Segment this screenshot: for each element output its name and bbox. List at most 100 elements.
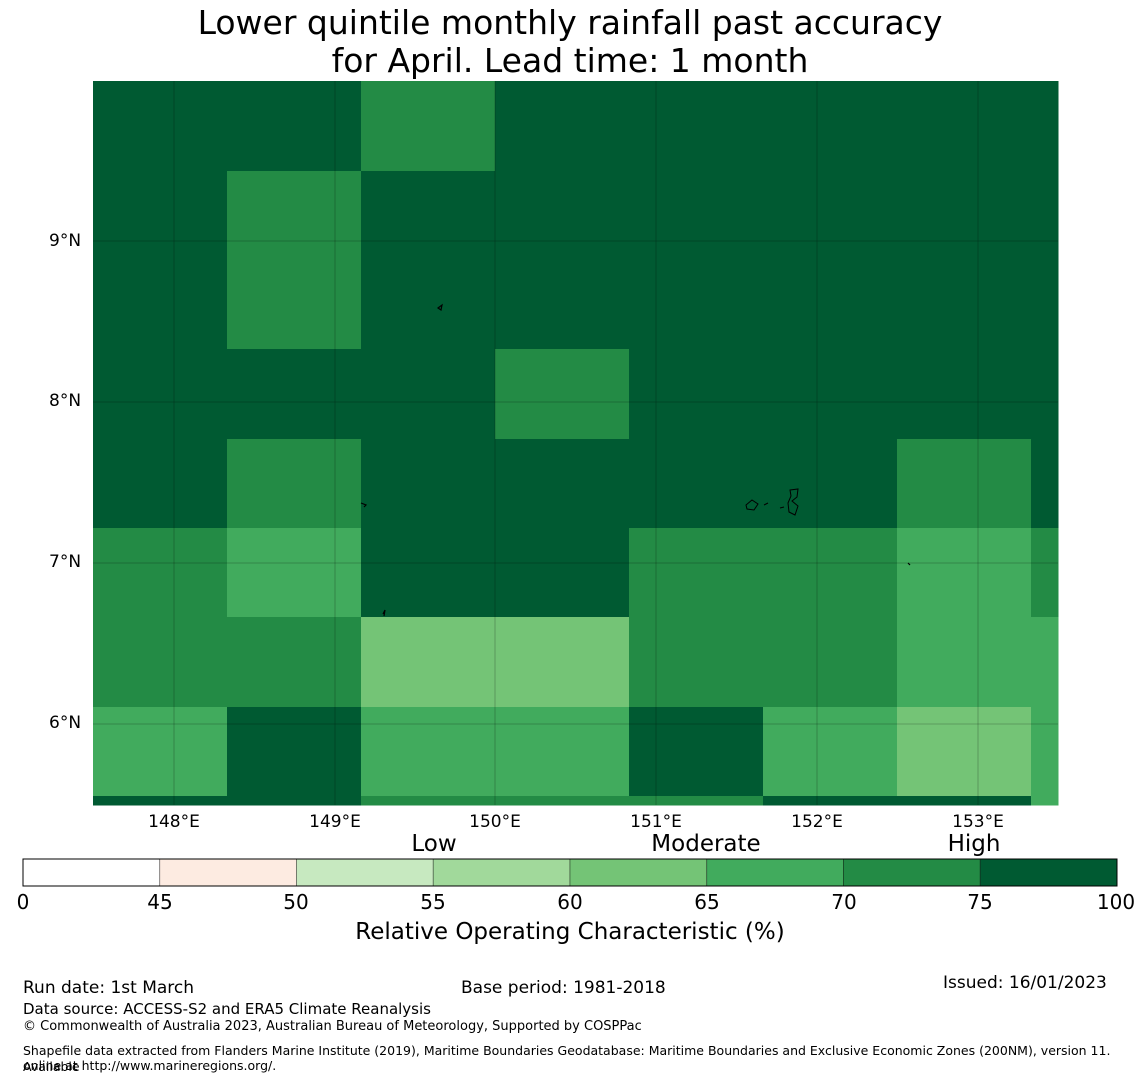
grid-cell [763, 528, 898, 618]
grid-cell [495, 171, 630, 261]
colorbar-segment [843, 858, 981, 887]
grid-cell [227, 260, 362, 350]
grid-cell [361, 439, 496, 529]
lat-label-7n: 7°N [49, 552, 82, 572]
grid-cell [93, 796, 228, 806]
grid-cell [361, 528, 496, 618]
colorbar-frame [22, 858, 1118, 887]
grid-cell [361, 707, 496, 797]
grid-cell [629, 81, 764, 172]
grid-cell [1031, 81, 1059, 172]
grid-cell [93, 617, 228, 708]
grid-cell [629, 349, 764, 440]
grid-cell [495, 707, 630, 797]
colorbar-segment [979, 858, 1118, 887]
grid-cell [629, 439, 764, 529]
colorbar [22, 858, 1118, 887]
grid-cell [897, 707, 1032, 797]
colorbar-label: Relative Operating Characteristic (%) [355, 919, 785, 945]
grid-cell [1031, 349, 1059, 440]
grid-cell [763, 707, 898, 797]
grid-cell [227, 528, 362, 618]
grid-cell [227, 171, 362, 261]
grid-cell [227, 81, 362, 172]
colorbar-tick: 0 [16, 890, 30, 914]
colorbar-tick: 60 [557, 890, 583, 914]
colorbar-tick: 55 [420, 890, 446, 914]
lon-label-152e: 152°E [791, 812, 843, 832]
colorbar-segment [706, 858, 844, 887]
grid-cell [897, 439, 1032, 529]
lon-label-153e: 153°E [952, 812, 1004, 832]
shapefile-credit-line-2: online at http://www.marineregions.org/. [23, 1058, 277, 1073]
shapefile-credit-line-1: Shapefile data extracted from Flanders M… [23, 1043, 1111, 1074]
grid-cell [1031, 260, 1059, 350]
grid-cell [897, 349, 1032, 440]
grid-cell [227, 617, 362, 708]
lon-label-151e: 151°E [630, 812, 682, 832]
grid-cell [1031, 707, 1059, 797]
grid-cell [629, 707, 764, 797]
grid-cell [361, 81, 496, 172]
grid-cell [495, 260, 630, 350]
colorbar-tick: 100 [1096, 890, 1136, 914]
grid-cell [763, 81, 898, 172]
grid-cell [93, 171, 228, 261]
grid-cell [227, 349, 362, 440]
grid-cell [93, 707, 228, 797]
grid-cell [897, 796, 1032, 806]
grid-cell [897, 81, 1032, 172]
grid-cell [93, 260, 228, 350]
colorbar-tick: 45 [147, 890, 173, 914]
grid-cell [227, 796, 362, 806]
colorbar-tick: 50 [283, 890, 309, 914]
colorbar-tick: 65 [694, 890, 720, 914]
data-source: Data source: ACCESS-S2 and ERA5 Climate … [23, 1000, 431, 1018]
grid-cell [495, 349, 630, 440]
grid-cell [897, 260, 1032, 350]
rainfall-grid [93, 81, 1059, 806]
grid-cell [1031, 439, 1059, 529]
grid-cell [763, 617, 898, 708]
legend-category-moderate: Moderate [651, 831, 761, 857]
copyright: © Commonwealth of Australia 2023, Austra… [23, 1019, 642, 1034]
island-outlines [360, 303, 911, 617]
colorbar-segment [159, 858, 297, 887]
lon-label-148e: 148°E [148, 812, 200, 832]
colorbar-segment [22, 858, 161, 887]
lat-label-8n: 8°N [49, 391, 82, 411]
grid-cell [763, 439, 898, 529]
grid-cell [93, 81, 228, 172]
grid-cell [629, 796, 764, 806]
grid-cell [763, 796, 898, 806]
run-date: Run date: 1st March [23, 978, 195, 998]
island-outline [745, 488, 799, 516]
island-outline [360, 502, 368, 508]
grid-cell [495, 81, 630, 172]
grid-cell [763, 260, 898, 350]
grid-cell [629, 260, 764, 350]
grid-cell [495, 796, 630, 806]
legend-category-low: Low [411, 831, 457, 857]
graticule [93, 81, 1058, 805]
island-outline [382, 609, 386, 617]
grid-cell [763, 349, 898, 440]
colorbar-segment [296, 858, 434, 887]
grid-cell [629, 528, 764, 618]
title-line-2: for April. Lead time: 1 month [331, 41, 809, 80]
colorbar-tick: 70 [831, 890, 857, 914]
grid-cell [763, 171, 898, 261]
lon-label-150e: 150°E [469, 812, 521, 832]
lat-label-9n: 9°N [49, 231, 82, 251]
grid-cell [495, 617, 630, 708]
colorbar-segment [569, 858, 708, 887]
colorbar-tick: 75 [967, 890, 993, 914]
grid-cell [629, 171, 764, 261]
lon-label-149e: 149°E [309, 812, 361, 832]
grid-cell [227, 707, 362, 797]
grid-cell [361, 260, 496, 350]
grid-cell [1031, 528, 1059, 618]
grid-cell [227, 439, 362, 529]
lat-label-6n: 6°N [49, 713, 82, 733]
grid-cell [93, 349, 228, 440]
